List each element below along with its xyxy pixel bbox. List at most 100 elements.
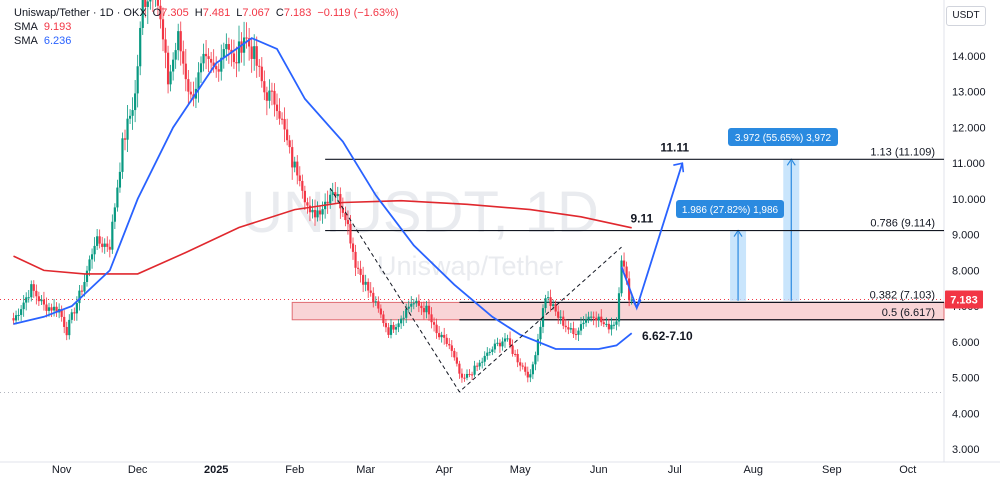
candle-body xyxy=(410,303,413,307)
candle-body xyxy=(552,304,555,306)
candle-body xyxy=(432,322,436,325)
candle-body xyxy=(106,243,109,247)
candle-body xyxy=(438,333,441,338)
candle-body xyxy=(55,306,58,313)
sma-long-legend[interactable]: SMA 9.193 xyxy=(14,20,399,34)
candle-body xyxy=(539,326,542,340)
candle-body xyxy=(116,187,119,208)
candle-body xyxy=(78,290,81,304)
y-tick-label: 6.000 xyxy=(952,337,980,349)
candle-body xyxy=(389,324,393,335)
candle-body xyxy=(293,161,296,168)
projection-path[interactable] xyxy=(620,162,684,311)
pattern-dashed-line[interactable] xyxy=(329,187,622,393)
symbol-title[interactable]: Uniswap/Tether · 1D · OKX xyxy=(14,7,147,19)
candle-body xyxy=(473,365,476,375)
candle-body xyxy=(280,118,284,120)
candle-body xyxy=(536,339,540,356)
candle-body xyxy=(68,319,71,336)
candle-body xyxy=(440,334,443,338)
sma-short-legend[interactable]: SMA 6.236 xyxy=(14,34,399,48)
candle-body xyxy=(334,192,337,197)
candle-body xyxy=(263,81,266,93)
candle-body xyxy=(245,37,248,39)
candle-body xyxy=(602,322,605,325)
candle-body xyxy=(73,312,76,314)
open-label: O xyxy=(152,7,162,19)
candle-body xyxy=(283,119,286,130)
candle-body xyxy=(559,316,562,318)
candle-body xyxy=(164,39,167,53)
candle-body xyxy=(503,338,507,342)
candle-body xyxy=(362,274,365,285)
fib-label: 1.13 (11.109) xyxy=(870,146,935,158)
x-tick-label: May xyxy=(510,464,531,476)
currency-button[interactable]: USDT xyxy=(946,6,986,26)
candle-body xyxy=(435,324,438,334)
candle-body xyxy=(42,299,46,305)
candle-body xyxy=(17,314,20,316)
candle-body xyxy=(303,190,306,203)
candle-body xyxy=(248,38,251,47)
candle-body xyxy=(448,343,451,346)
candle-body xyxy=(161,19,165,40)
candle-body xyxy=(374,301,377,303)
candle-body xyxy=(329,194,332,204)
candle-body xyxy=(443,334,446,338)
candle-body xyxy=(184,63,187,80)
candle-body xyxy=(384,323,388,328)
sma-short-value: 6.236 xyxy=(43,35,72,47)
candle-body xyxy=(402,317,405,319)
candle-body xyxy=(460,373,464,378)
sma-short-label: SMA xyxy=(14,35,38,47)
candle-body xyxy=(113,207,116,222)
candle-body xyxy=(220,57,223,72)
candle-body xyxy=(392,324,395,330)
x-tick-label: Oct xyxy=(899,464,916,476)
candle-body xyxy=(582,322,585,325)
sma-short-line[interactable] xyxy=(13,37,633,350)
candle-body xyxy=(306,202,309,206)
candle-body xyxy=(83,281,86,292)
watermark-name: Uniswap/Tether xyxy=(377,251,563,281)
candle-body xyxy=(427,305,431,315)
candle-body xyxy=(111,221,114,250)
candle-body xyxy=(286,129,289,141)
candle-body xyxy=(572,328,575,335)
y-tick-label: 3.000 xyxy=(952,444,980,456)
x-tick-label: Apr xyxy=(436,464,453,476)
candle-body xyxy=(207,56,210,59)
sma-long-label: SMA xyxy=(14,21,38,33)
candle-body xyxy=(617,293,621,322)
last-price-tag[interactable] xyxy=(945,290,983,309)
candle-body xyxy=(531,364,534,375)
candle-body xyxy=(569,328,572,330)
candle-body xyxy=(354,251,357,268)
candle-body xyxy=(177,31,180,51)
candle-body xyxy=(369,290,372,293)
candle-body xyxy=(103,243,106,247)
candle-body xyxy=(356,267,360,269)
y-tick-label: 14.000 xyxy=(952,51,986,63)
change-value: −0.119 (−1.63%) xyxy=(317,7,399,19)
fib-label: 0.5 (6.617) xyxy=(882,307,935,319)
candle-body xyxy=(199,63,203,73)
candle-body xyxy=(235,62,238,64)
high-value: 7.481 xyxy=(202,7,231,19)
low-label: L xyxy=(236,7,243,19)
candle-body xyxy=(179,31,182,52)
sma-long-line[interactable] xyxy=(13,199,632,275)
candle-body xyxy=(544,298,547,309)
x-tick-label: 2025 xyxy=(204,464,228,476)
candle-body xyxy=(50,307,53,311)
candle-body xyxy=(534,355,537,365)
candle-body xyxy=(590,316,593,318)
candle-body xyxy=(225,44,228,50)
candle-body xyxy=(420,305,423,309)
candle-body xyxy=(567,327,570,330)
candle-body xyxy=(318,210,322,215)
candle-body xyxy=(75,303,78,314)
candle-body xyxy=(70,312,73,320)
x-tick-label: Nov xyxy=(52,464,72,476)
